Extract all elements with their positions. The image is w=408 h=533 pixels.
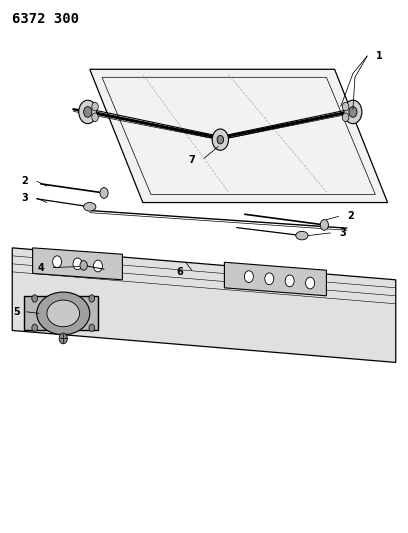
- Circle shape: [320, 220, 328, 230]
- Circle shape: [93, 260, 102, 272]
- Circle shape: [89, 324, 95, 332]
- Circle shape: [80, 261, 87, 270]
- Text: 6372 300: 6372 300: [12, 12, 79, 26]
- Circle shape: [306, 277, 315, 289]
- Circle shape: [349, 107, 357, 117]
- Polygon shape: [90, 69, 388, 203]
- Circle shape: [84, 107, 92, 117]
- Ellipse shape: [296, 231, 308, 240]
- Circle shape: [32, 295, 38, 302]
- Ellipse shape: [84, 203, 96, 211]
- Text: 6: 6: [176, 267, 183, 277]
- Circle shape: [89, 295, 95, 302]
- Text: 4: 4: [38, 263, 44, 272]
- Text: 2: 2: [348, 212, 354, 221]
- Circle shape: [342, 102, 349, 111]
- Text: 7: 7: [188, 155, 195, 165]
- Circle shape: [32, 324, 38, 332]
- Circle shape: [244, 271, 253, 282]
- Text: 3: 3: [339, 228, 346, 238]
- Circle shape: [100, 188, 108, 198]
- Circle shape: [342, 113, 349, 122]
- Polygon shape: [24, 296, 98, 330]
- Circle shape: [53, 256, 62, 268]
- Circle shape: [217, 135, 224, 144]
- Ellipse shape: [37, 292, 90, 335]
- Polygon shape: [33, 248, 122, 280]
- Circle shape: [73, 258, 82, 270]
- Circle shape: [212, 129, 228, 150]
- Circle shape: [344, 100, 362, 124]
- Ellipse shape: [47, 300, 80, 327]
- Circle shape: [265, 273, 274, 285]
- Circle shape: [285, 275, 294, 287]
- Circle shape: [59, 333, 67, 344]
- Text: 1: 1: [376, 51, 383, 61]
- Circle shape: [79, 100, 97, 124]
- Text: 2: 2: [21, 176, 28, 186]
- Text: 5: 5: [13, 307, 20, 317]
- Polygon shape: [224, 262, 326, 296]
- Text: 3: 3: [21, 193, 28, 203]
- Circle shape: [92, 113, 98, 122]
- Polygon shape: [12, 248, 396, 362]
- Circle shape: [92, 102, 98, 111]
